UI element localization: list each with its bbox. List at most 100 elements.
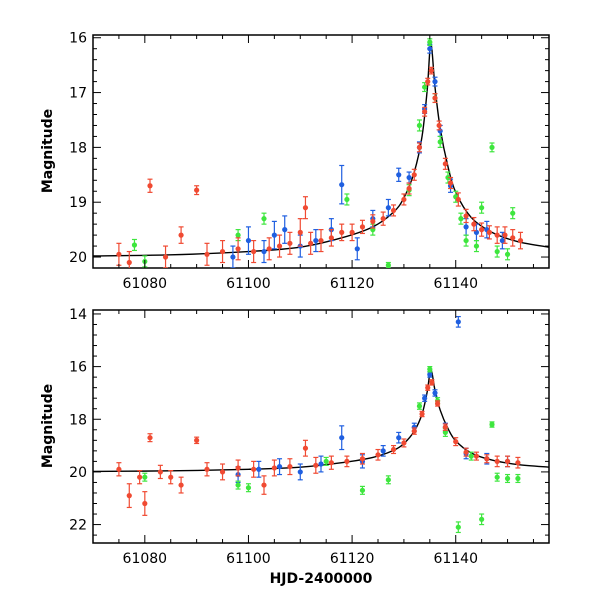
data-point [436,122,442,129]
data-point [375,452,381,458]
data-point [432,95,438,101]
data-point [442,161,448,167]
data-point [385,477,391,483]
data-point [504,458,511,464]
data-point [302,445,309,451]
top-y-axis-label: Magnitude [40,109,56,193]
top-series-green [131,38,516,268]
data-point [380,448,386,454]
data-point [235,465,241,471]
data-point [416,122,423,129]
data-point [344,458,350,464]
data-point [235,246,241,252]
data-point [116,251,122,257]
data-point [427,371,433,378]
data-point [425,385,431,391]
data-point [396,172,402,178]
x-tick-label: 61080 [123,551,168,567]
x-tick-label: 61100 [226,551,271,567]
data-point [287,464,293,470]
data-point [354,246,360,252]
data-point [219,248,226,255]
data-point [266,246,272,252]
data-point [455,196,461,203]
bottom-data-layer [93,315,549,534]
data-point [515,475,521,482]
data-point [339,435,345,441]
data-point [126,493,132,499]
bottom-series-green [142,366,521,534]
data-point [344,196,350,203]
data-point [510,235,516,241]
data-point [359,487,366,493]
data-point [406,174,412,181]
data-point [432,390,438,396]
data-point [251,466,257,472]
data-point [455,319,461,325]
x-tick-label: 61140 [433,276,478,292]
data-point [261,482,267,488]
y-tick-label: 14 [69,307,87,323]
data-point [204,251,210,257]
data-point [256,466,262,472]
data-point [178,232,184,238]
data-point [411,172,417,178]
data-point [385,262,391,268]
data-point [339,229,345,235]
top-plot-area [93,38,549,268]
bottom-axes: 61080 61100 61120 61140 14 16 18 20 22 [69,307,549,567]
data-point [116,466,122,472]
data-point [230,254,236,260]
top-panel: 61080 61100 61120 61140 16 17 18 19 20 Magnitude [40,31,550,292]
data-point [126,259,132,266]
data-point [339,182,345,188]
y-tick-label: 18 [69,140,87,156]
data-point [276,243,283,249]
x-tick-label: 61140 [433,551,478,567]
data-point [245,237,252,244]
data-point [494,474,500,480]
data-point [302,205,309,211]
data-point [137,474,143,480]
data-point [297,229,303,235]
data-point [194,437,200,443]
top-series-red [116,66,524,268]
data-point [494,248,500,255]
data-point [442,424,448,430]
y-tick-label: 16 [69,360,87,376]
bottom-panel-frame [92,309,550,544]
data-point [178,482,184,488]
data-point [502,232,508,238]
data-point [425,79,431,85]
data-point [323,458,329,464]
data-point [479,205,485,211]
data-point [162,254,169,260]
data-point [484,456,490,462]
top-axes: 61080 61100 61120 61140 16 17 18 19 20 [69,31,549,292]
data-point [434,400,441,407]
data-point [428,68,434,74]
bottom-series-red [116,379,521,516]
data-point [463,449,469,455]
data-point [157,469,163,475]
data-point [251,248,257,255]
data-point [349,229,355,235]
top-series-blue [230,43,505,268]
bottom-plot-area [93,315,549,534]
data-point [463,224,469,230]
data-point [385,205,391,211]
bottom-y-axis-label: Magnitude [40,384,56,468]
data-point [276,464,283,470]
data-point [194,187,200,193]
data-point [471,221,477,227]
top-panel-frame [92,34,550,269]
bottom-series-blue [235,315,511,484]
data-point [297,469,303,475]
y-tick-label: 19 [69,195,87,211]
data-point [473,453,480,459]
x-tick-label: 61100 [226,276,271,292]
data-point [406,185,412,192]
data-point [235,232,241,238]
data-point [473,243,480,249]
